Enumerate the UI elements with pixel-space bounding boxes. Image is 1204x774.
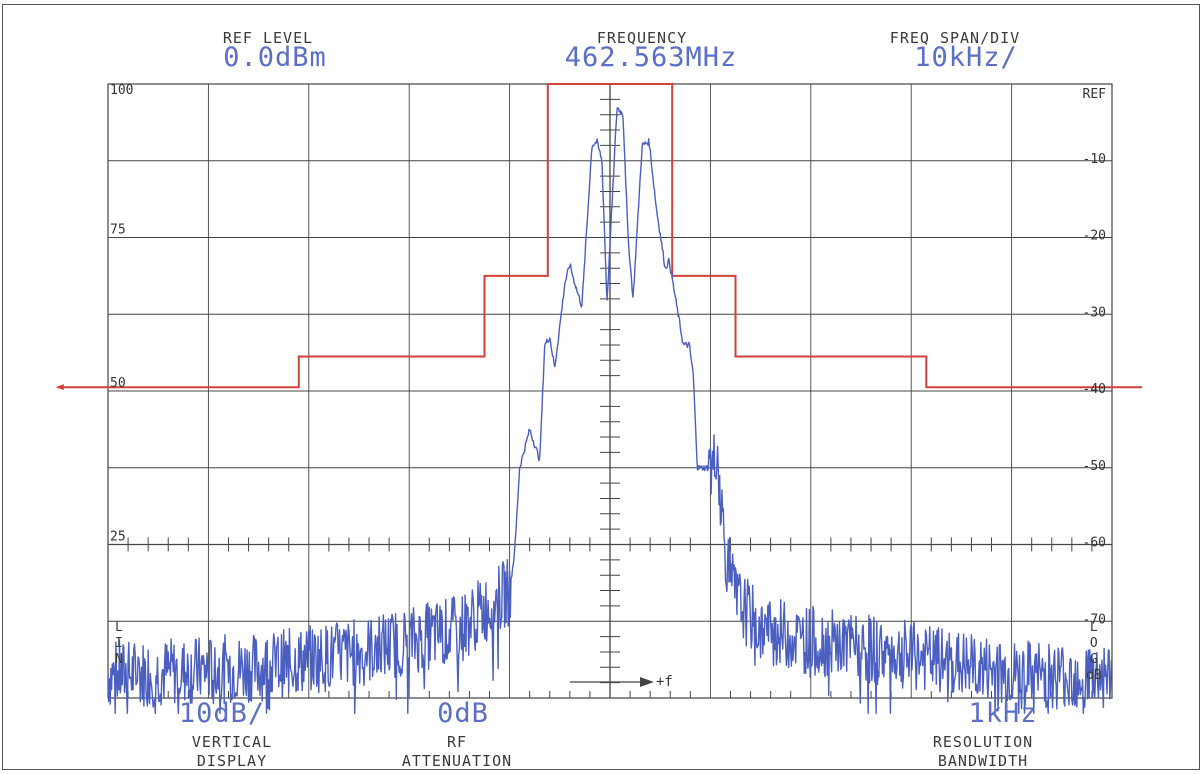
freq-span-label: FREQ SPAN/DIV xyxy=(889,29,1021,47)
y-right-tick-label: -60 xyxy=(1083,536,1106,551)
freq-axis-label: +f xyxy=(656,674,673,690)
frequency-value: 462.563MHz xyxy=(564,42,738,73)
emission-mask-line xyxy=(57,83,1143,389)
rf-attenuation-label-1: RF xyxy=(446,733,468,751)
screen-frame xyxy=(2,4,1200,770)
graticule xyxy=(107,83,1113,699)
rf-attenuation-value: 0dB xyxy=(437,698,489,729)
ref-level-label: REF LEVEL xyxy=(222,29,314,47)
ref-level-value: 0.0dBm xyxy=(223,42,327,73)
resolution-bandwidth-label-2: BANDWIDTH xyxy=(937,752,1029,770)
log-letter: L xyxy=(1089,620,1098,635)
vertical-display-label-2: DISPLAY xyxy=(196,752,268,770)
vertical-display-value: 10dB/ xyxy=(178,698,266,729)
y-left-tick-label: 25 xyxy=(110,530,126,545)
spectrum-trace-line xyxy=(107,107,1113,714)
y-right-tick-label: -20 xyxy=(1083,229,1106,244)
y-right-tick-label: -70 xyxy=(1083,612,1106,627)
graticule-ticks xyxy=(127,98,1093,698)
freq-axis-arrowhead xyxy=(640,677,654,687)
y-left-tick-label: 100 xyxy=(110,83,133,98)
rf-attenuation-label-2: ATTENUATION xyxy=(401,752,513,770)
y-left-tick-label: 50 xyxy=(110,376,126,391)
log-letter: dB xyxy=(1086,668,1102,683)
axis-tick-labels: REF -10 -20 -30 -40 -50 -60 -70 100 75 50 25 xyxy=(110,83,1106,627)
y-right-tick-label: -10 xyxy=(1083,152,1106,167)
log-letter: G xyxy=(1089,652,1098,667)
lin-marker: L I N xyxy=(115,620,123,668)
y-right-tick-label: -40 xyxy=(1083,382,1106,397)
emission-mask xyxy=(55,83,1143,391)
log-marker: L O G dB xyxy=(1086,620,1102,684)
vertical-display-label-1: VERTICAL xyxy=(191,733,273,751)
lin-letter: I xyxy=(115,636,123,651)
y-right-tick-label: REF xyxy=(1083,87,1107,102)
y-left-tick-label: 75 xyxy=(110,223,126,238)
log-letter: O xyxy=(1089,636,1098,651)
frequency-label: FREQUENCY xyxy=(596,29,688,47)
emission-mask-arrow xyxy=(55,384,64,391)
lin-letter: N xyxy=(115,652,123,667)
y-right-tick-label: -50 xyxy=(1083,459,1106,474)
y-right-tick-label: -30 xyxy=(1083,305,1106,320)
spectrum-trace xyxy=(107,107,1113,714)
resolution-bandwidth-label-1: RESOLUTION xyxy=(932,733,1034,751)
freq-span-value: 10kHz/ xyxy=(914,42,1018,73)
resolution-bandwidth-value: 1kHz xyxy=(968,698,1038,729)
lin-letter: L xyxy=(115,620,123,635)
